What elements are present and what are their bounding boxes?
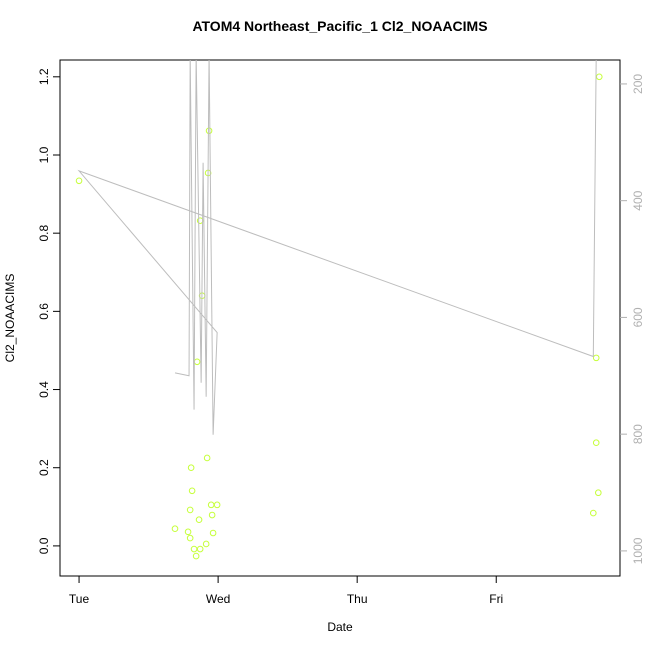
y-tick-label: 0.0 [37,537,51,554]
point [190,545,198,553]
y-tick-label: 0.8 [37,225,51,242]
x-tick-label: Tue [69,592,90,606]
point [205,127,213,135]
y-tick-label: 0.2 [37,459,51,476]
point [184,528,192,536]
chart-title: ATOM4 Northeast_Pacific_1 Cl2_NOAACIMS [192,18,487,34]
y-axis-label: Cl2_NOAACIMS [3,274,17,363]
point [188,487,196,495]
y-tick-label: 0.4 [37,381,51,398]
x-tick-label: Wed [206,592,230,606]
x-tick-label: Thu [347,592,368,606]
point [209,529,217,537]
y2-tick-label: 400 [631,190,645,210]
y2-tick-label: 200 [631,74,645,94]
y2-tick-label: 800 [631,424,645,444]
point [208,511,216,519]
y-tick-label: 1.2 [37,68,51,85]
point [195,516,203,524]
point [202,540,210,548]
point [187,464,195,472]
point [203,454,211,462]
point [592,439,600,447]
plot-box [59,59,621,577]
y2-tick-label: 1000 [631,537,645,564]
x-tick-label: Fri [489,592,503,606]
point [592,354,600,362]
point [186,506,194,514]
y-tick-label: 0.6 [37,303,51,320]
point [196,545,204,553]
point [192,552,200,560]
point [75,177,83,185]
point [595,489,602,497]
x-axis-label: Date [327,620,353,634]
y-tick-label: 1.0 [37,146,51,163]
y2-tick-label: 600 [631,307,645,327]
point [186,534,194,542]
point [171,525,179,533]
point [213,501,221,509]
point [590,509,597,517]
